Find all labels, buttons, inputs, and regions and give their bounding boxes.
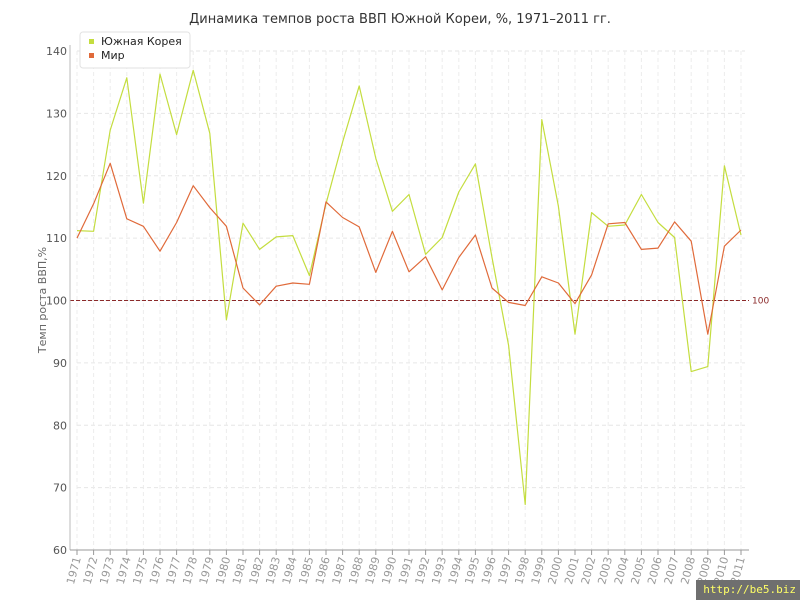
y-tick-label: 120 bbox=[46, 170, 67, 183]
y-tick-label: 90 bbox=[53, 357, 67, 370]
legend-swatch bbox=[89, 53, 94, 58]
y-tick-label: 130 bbox=[46, 107, 67, 120]
y-tick-label: 80 bbox=[53, 419, 67, 432]
axes: 6070809010011012013014019711972197319741… bbox=[46, 45, 749, 586]
legend-label: Мир bbox=[101, 49, 125, 62]
legend-swatch bbox=[89, 39, 94, 44]
reference-line-group: 100 bbox=[70, 297, 769, 307]
y-tick-label: 110 bbox=[46, 232, 67, 245]
y-tick-label: 70 bbox=[53, 482, 67, 495]
y-axis-label: Темп роста ВВП,% bbox=[36, 247, 49, 354]
watermark: http://be5.biz bbox=[696, 580, 800, 600]
grid bbox=[76, 50, 745, 550]
series-layer bbox=[76, 69, 742, 506]
series-line-2 bbox=[76, 162, 742, 335]
y-tick-label: 140 bbox=[46, 45, 67, 58]
series-line-1 bbox=[76, 69, 742, 506]
legend-label: Южная Корея bbox=[101, 35, 182, 48]
chart-title: Динамика темпов роста ВВП Южной Кореи, %… bbox=[189, 12, 611, 27]
y-tick-label: 60 bbox=[53, 544, 67, 557]
legend-box bbox=[79, 31, 191, 69]
y-tick-label: 100 bbox=[46, 295, 67, 308]
reference-line-label: 100 bbox=[752, 297, 769, 307]
